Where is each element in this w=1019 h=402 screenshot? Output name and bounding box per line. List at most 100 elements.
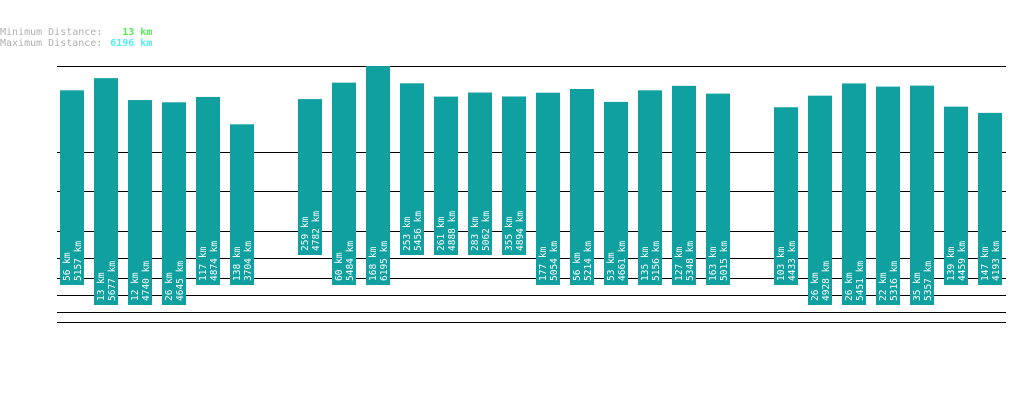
bar-rect [706,93,730,285]
bar-rect [196,96,220,285]
min-distance-label: 177 km [538,246,549,281]
max-distance-value: 6196 km [110,38,153,49]
bar: 35 km 5357 km [910,85,934,305]
bar-rect [366,66,390,285]
max-distance-label: 5054 km [549,241,560,281]
min-distance-label: 168 km [368,246,379,281]
bar-rect [774,107,798,285]
bar: 138 km 3704 km [230,124,254,285]
bar-rect [808,95,832,305]
max-distance-label: 4193 km [991,241,1002,281]
min-distance-label: 253 km [402,216,413,251]
min-distance-label: 22 km [878,272,889,301]
min-distance-row: Minimum Distance: 13 km [0,27,152,38]
min-distance-label: 60 km [334,252,345,281]
max-distance-row: Maximum Distance: 6196 km [0,38,152,49]
bar-rect [230,124,254,285]
bar-rect [672,85,696,285]
bar: 53 km 4661 km [604,101,628,285]
max-distance-label: 3704 km [243,241,254,281]
min-distance-label: 127 km [674,246,685,281]
bar: 60 km 5484 km [332,82,356,285]
min-distance-label: 135 km [640,246,651,281]
bar-rect [60,90,84,286]
bar-rect [876,86,900,305]
bar: 135 km 5156 km [638,90,662,285]
max-distance-label: 4928 km [821,261,832,301]
max-distance-label: 5348 km [685,241,696,281]
bar: 261 km 4888 km [434,96,458,255]
bar: 177 km 5054 km [536,92,560,285]
bar: 56 km 5214 km [570,88,594,286]
max-distance-label: 4740 km [141,261,152,301]
min-distance-label: Minimum Distance: [0,27,103,38]
bar-rect [638,90,662,285]
min-distance-label: 26 km [164,272,175,301]
max-distance-label: 4433 km [787,241,798,281]
bar-rect [298,99,322,255]
bar-rect [128,100,152,305]
bar-rect [978,112,1002,285]
bar-rect [536,92,560,285]
min-distance-label: 117 km [198,246,209,281]
min-distance-label: 13 km [96,272,107,301]
min-distance-label: 12 km [130,272,141,301]
max-distance-label: 4645 km [175,261,186,301]
min-distance-label: 139 km [946,246,957,281]
bar: 12 km 4740 km [128,100,152,305]
bar: 253 km 5456 km [400,83,424,255]
max-distance-label: 4888 km [447,211,458,251]
min-distance-label: 26 km [810,272,821,301]
max-distance-label: 6195 km [379,241,390,281]
bar-rect [570,88,594,286]
max-distance-label: Maximum Distance: [0,38,103,49]
bar-rect [332,82,356,285]
bar-rect [94,78,118,306]
min-distance-label: 35 km [912,272,923,301]
max-distance-label: 5214 km [583,241,594,281]
bar-rect [910,85,934,305]
bar: 26 km 5451 km [842,83,866,305]
min-distance-label: 26 km [844,272,855,301]
bar: 127 km 5348 km [672,85,696,285]
max-distance-label: 4459 km [957,241,968,281]
max-distance-label: 5316 km [889,261,900,301]
bar-rect [604,101,628,285]
bar: 22 km 5316 km [876,86,900,305]
max-distance-label: 5156 km [651,241,662,281]
bar-rect [842,83,866,305]
min-distance-label: 259 km [300,216,311,251]
min-distance-label: 283 km [470,216,481,251]
min-distance-label: 147 km [980,246,991,281]
min-distance-label: 138 km [232,246,243,281]
max-distance-label: 5062 km [481,211,492,251]
min-distance-value: 13 km [122,27,153,38]
bar: 139 km 4459 km [944,106,968,285]
max-distance-label: 5015 km [719,241,730,281]
min-distance-label: 56 km [62,252,73,281]
bar: 168 km 6195 km [366,66,390,285]
max-distance-label: 5157 km [73,241,84,281]
min-distance-label: 53 km [606,252,617,281]
bar-rect [400,83,424,255]
bar: 117 km 4874 km [196,96,220,285]
min-distance-label: 103 km [776,246,787,281]
max-distance-label: 5484 km [345,241,356,281]
max-distance-label: 5677 km [107,261,118,301]
bar-rect [162,102,186,306]
max-distance-label: 4874 km [209,241,220,281]
min-distance-label: 56 km [572,252,583,281]
bar: 163 km 5015 km [706,93,730,285]
bar: 355 km 4894 km [502,96,526,255]
bar: 26 km 4928 km [808,95,832,305]
max-distance-label: 4661 km [617,241,628,281]
bar-rect [468,92,492,255]
bar: 259 km 4782 km [298,99,322,255]
bar: 56 km 5157 km [60,90,84,286]
bar-rect [944,106,968,285]
bar: 283 km 5062 km [468,92,492,255]
max-distance-label: 5451 km [855,261,866,301]
bar-rect [434,96,458,255]
